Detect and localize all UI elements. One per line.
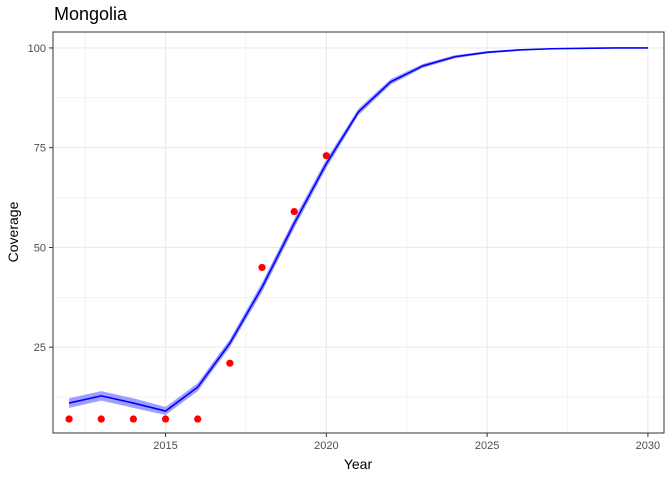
- data-point: [65, 415, 73, 423]
- x-axis-title: Year: [344, 456, 373, 472]
- data-point: [322, 152, 330, 160]
- x-tick-label: 2030: [636, 440, 660, 452]
- data-point: [97, 415, 105, 423]
- data-point: [129, 415, 137, 423]
- grid-minor: [53, 32, 664, 433]
- chart-title: Mongolia: [54, 4, 128, 24]
- data-points-layer: [65, 152, 330, 423]
- y-axis-title: Coverage: [5, 201, 21, 262]
- x-tick-label: 2025: [475, 440, 499, 452]
- data-point: [258, 263, 266, 272]
- data-point: [194, 415, 202, 423]
- x-tick-label: 2015: [153, 440, 177, 452]
- x-axis: 2015 2020 2025 2030: [153, 433, 660, 452]
- y-tick-label: 75: [34, 143, 46, 155]
- plot-panel-border: [52, 31, 665, 434]
- y-tick-label: 100: [28, 43, 46, 55]
- plot-panel: [53, 32, 664, 433]
- data-point: [226, 359, 234, 367]
- y-tick-label: 50: [34, 242, 46, 254]
- data-point: [290, 207, 298, 216]
- series-line-layer: [68, 47, 648, 412]
- y-axis: 25 50 75 100: [28, 43, 53, 354]
- series-line: [68, 47, 648, 412]
- y-tick-label: 25: [34, 342, 46, 354]
- data-point: [161, 415, 170, 423]
- x-tick-label: 2020: [314, 440, 338, 452]
